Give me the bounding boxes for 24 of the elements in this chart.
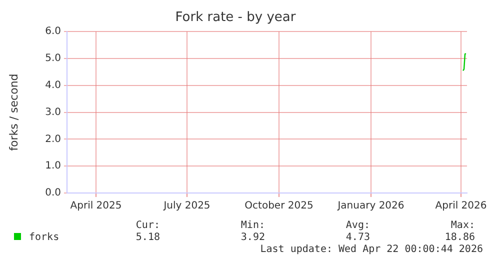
text: 3.92 <box>240 232 265 243</box>
y-tick-label: 6.0 <box>45 26 61 38</box>
y-axis-title: forks / second <box>7 74 20 151</box>
chart-title: Fork rate - by year <box>175 10 296 26</box>
y-tick-label: 1.0 <box>45 160 61 172</box>
text: Min: <box>240 220 265 231</box>
text: Max: <box>450 220 475 231</box>
y-tick-label: 5.0 <box>45 53 61 64</box>
text: 18.86 <box>444 232 475 243</box>
y-tick-label: 3.0 <box>45 106 61 118</box>
x-tick-label: January 2026 <box>336 200 404 212</box>
x-tick-label: April 2025 <box>70 200 122 212</box>
legend-label: forks <box>28 232 60 243</box>
text: 4.73 <box>346 232 370 243</box>
y-tick-label: 4.0 <box>45 80 61 91</box>
text: Last update: Wed Apr 22 00:00:44 2026 <box>260 244 483 255</box>
x-tick-label: July 2025 <box>162 200 210 212</box>
text: 5.18 <box>136 232 160 243</box>
y-tick-label: 2.0 <box>45 134 61 145</box>
x-tick-label: October 2025 <box>244 200 314 212</box>
x-tick-label: April 2026 <box>435 200 487 212</box>
text: Cur: <box>136 220 160 231</box>
text: Avg: <box>346 220 370 231</box>
y-tick-label: 0.0 <box>45 188 61 199</box>
